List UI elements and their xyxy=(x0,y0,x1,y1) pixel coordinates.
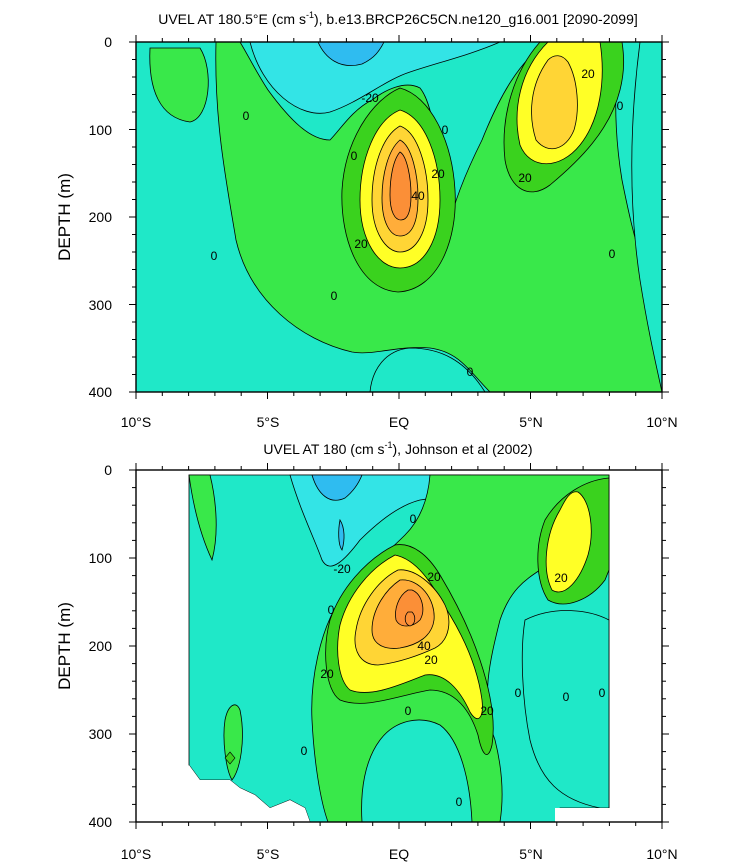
x-tick-label: 5°S xyxy=(257,846,280,862)
x-tick-label: 10°N xyxy=(646,414,677,430)
y-tick-label: 0 xyxy=(104,462,112,478)
panel-observations: UVEL AT 180 (cm s-1), Johnson et al (200… xyxy=(55,440,678,862)
x-tick-label: 10°S xyxy=(121,414,152,430)
contour-label: 20 xyxy=(480,704,494,718)
contour-label: -20 xyxy=(333,562,351,576)
panel-title-observations: UVEL AT 180 (cm s-1), Johnson et al (200… xyxy=(263,440,532,457)
contour-label: 20 xyxy=(554,571,568,585)
contour-label: 20 xyxy=(518,171,532,185)
x-tick-labels-model: 10°S 5°S EQ 5°N 10°N xyxy=(121,414,678,430)
y-tick-labels-observations: 0 100 200 300 400 xyxy=(89,462,113,830)
y-tick-label: 300 xyxy=(89,297,113,313)
contour-labels-observations: 0 -20 0 20 40 20 20 0 0 20 0 0 0 20 0 xyxy=(301,512,606,809)
contour-label: 0 xyxy=(617,99,624,113)
contour-label: 20 xyxy=(431,167,445,181)
x-tick-label: 10°N xyxy=(646,846,677,862)
panel-model: UVEL AT 180.5°E (cm s-1), b.e13.BRCP26C5… xyxy=(55,10,678,430)
contour-label: 20 xyxy=(354,237,368,251)
x-tick-label: 5°S xyxy=(257,414,280,430)
contour-label: 0 xyxy=(515,686,522,700)
y-tick-label: 0 xyxy=(104,34,112,50)
contour-label: 20 xyxy=(424,653,438,667)
contour-field-model xyxy=(136,42,662,392)
contour-label: -20 xyxy=(361,91,379,105)
contour-label: 0 xyxy=(405,704,412,718)
y-tick-labels-model: 0 100 200 300 400 xyxy=(89,34,113,400)
y-tick-label: 300 xyxy=(89,726,113,742)
contour-label: 0 xyxy=(351,149,358,163)
axis-ticks-observations xyxy=(129,463,669,829)
x-tick-label: 10°S xyxy=(121,846,152,862)
y-tick-label: 400 xyxy=(89,384,113,400)
contour-label: 20 xyxy=(427,570,441,584)
x-tick-label: EQ xyxy=(389,414,409,430)
contour-label: 20 xyxy=(581,67,595,81)
contour-label: 0 xyxy=(599,686,606,700)
y-tick-label: 100 xyxy=(89,550,113,566)
y-tick-label: 100 xyxy=(89,122,113,138)
contour-labels-model: 0 -20 0 0 20 40 20 0 0 0 20 20 0 0 xyxy=(211,67,624,379)
contour-label: 0 xyxy=(442,123,449,137)
contour-label: 0 xyxy=(328,603,335,617)
contour-label: 40 xyxy=(411,189,425,203)
contour-label: 0 xyxy=(301,744,308,758)
x-tick-label: 5°N xyxy=(519,846,543,862)
y-tick-label: 200 xyxy=(89,638,113,654)
contour-label: 0 xyxy=(331,289,338,303)
contour-label: 40 xyxy=(417,639,431,653)
contour-field-observations xyxy=(188,474,662,822)
contour-label: 0 xyxy=(609,247,616,261)
y-tick-label: 400 xyxy=(89,814,113,830)
panel-title-model: UVEL AT 180.5°E (cm s-1), b.e13.BRCP26C5… xyxy=(158,10,638,27)
x-tick-label: 5°N xyxy=(519,414,543,430)
x-tick-labels-observations: 10°S 5°S EQ 5°N 10°N xyxy=(121,846,678,862)
contour-label: 0 xyxy=(563,690,570,704)
x-tick-label: EQ xyxy=(389,846,409,862)
contour-label: 0 xyxy=(243,109,250,123)
contour-label: 0 xyxy=(467,365,474,379)
axis-ticks-model xyxy=(129,35,669,399)
y-axis-label-model: DEPTH (m) xyxy=(55,173,74,261)
contour-label: 20 xyxy=(320,667,334,681)
contour-label: 0 xyxy=(211,249,218,263)
y-tick-label: 200 xyxy=(89,209,113,225)
contour-label: 0 xyxy=(410,512,417,526)
y-axis-label-observations: DEPTH (m) xyxy=(55,602,74,690)
contour-label: 0 xyxy=(456,795,463,809)
